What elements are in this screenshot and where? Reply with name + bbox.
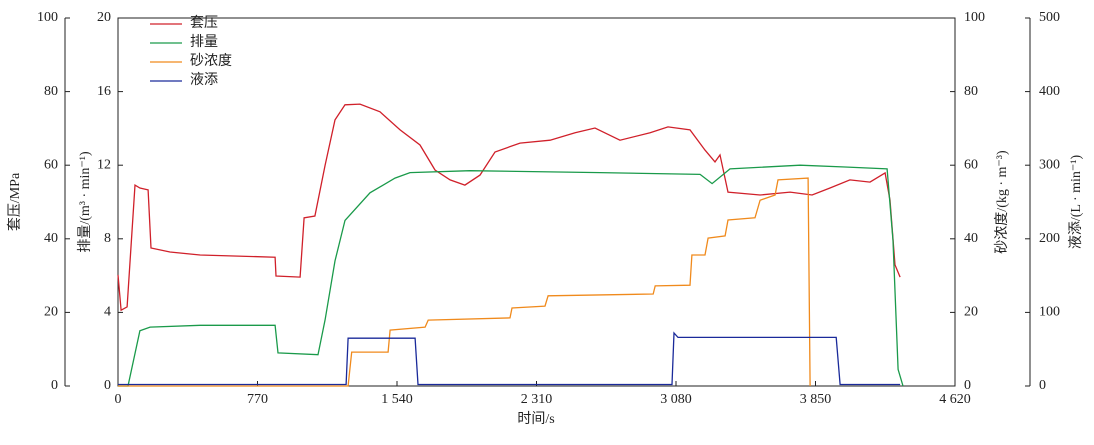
y-axis-label: 套压/MPa: [7, 172, 23, 231]
y-tick-label: 20: [97, 10, 111, 25]
y-tick-label: 200: [1039, 231, 1060, 246]
y-tick-label: 20: [964, 305, 978, 320]
x-tick-label: 3 850: [800, 392, 832, 407]
x-tick-label: 4 620: [939, 392, 971, 407]
y-tick-label: 8: [104, 231, 111, 246]
y-axis-label: 砂浓度/(kg · m⁻³): [994, 150, 1010, 254]
y-tick-label: 100: [37, 10, 58, 25]
y-tick-label: 0: [51, 378, 58, 393]
y-tick-label: 12: [97, 157, 111, 172]
y-tick-label: 16: [97, 84, 111, 99]
y-tick-label: 500: [1039, 10, 1060, 25]
y-tick-label: 0: [104, 378, 111, 393]
y-tick-label: 20: [44, 305, 58, 320]
y-tick-label: 100: [964, 10, 985, 25]
y-tick-label: 400: [1039, 84, 1060, 99]
x-tick-label: 2 310: [521, 392, 553, 407]
y-tick-label: 60: [964, 157, 978, 172]
legend-label: 套压: [190, 15, 218, 31]
plot-frame: [117, 17, 956, 387]
y-tick-label: 60: [44, 157, 58, 172]
x-axis-label: 时间/s: [517, 411, 554, 427]
y-tick-label: 100: [1039, 305, 1060, 320]
y-axis-label: 液添/(L · min⁻¹): [1068, 155, 1084, 250]
legend-label: 液添: [190, 72, 218, 88]
x-tick-label: 770: [247, 392, 268, 407]
y-tick-label: 40: [964, 231, 978, 246]
legend-label: 砂浓度: [190, 53, 232, 69]
x-tick-label: 3 080: [660, 392, 692, 407]
y-tick-label: 0: [1039, 378, 1046, 393]
y-axis-label: 排量/(m³ · min⁻¹): [77, 151, 93, 253]
series-line: [117, 103, 901, 312]
series-line: [118, 177, 811, 387]
series-line: [118, 164, 904, 387]
y-tick-label: 300: [1039, 157, 1060, 172]
x-tick-label: 0: [115, 392, 122, 407]
x-tick-label: 1 540: [381, 392, 413, 407]
y-tick-label: 0: [964, 378, 971, 393]
y-tick-label: 80: [44, 84, 58, 99]
y-tick-label: 4: [104, 305, 111, 320]
legend-label: 排量: [190, 34, 218, 50]
y-tick-label: 80: [964, 84, 978, 99]
y-tick-label: 40: [44, 231, 58, 246]
series-line: [118, 331, 901, 386]
